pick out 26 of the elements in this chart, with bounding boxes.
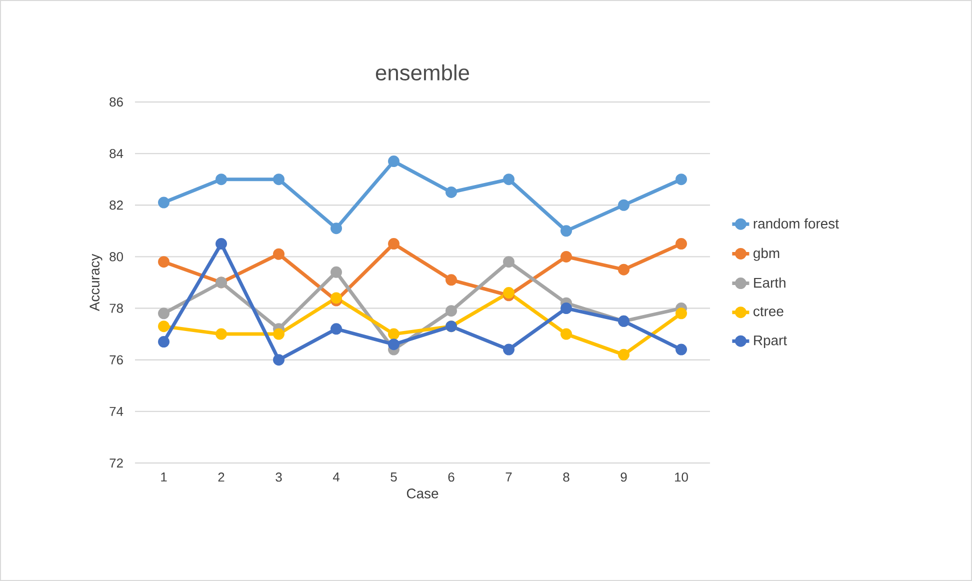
- x-tick-label: 4: [332, 472, 340, 482]
- legend-label: gbm: [754, 248, 780, 261]
- chart-title: ensemble: [376, 64, 470, 80]
- x-tick-label: 2: [218, 472, 224, 482]
- y-tick-label: 82: [110, 200, 123, 210]
- x-tick-label: 9: [620, 472, 627, 482]
- x-tick-label: 8: [563, 472, 570, 482]
- x-tick-label: 10: [675, 472, 688, 482]
- x-tick-label: 5: [390, 472, 397, 482]
- x-tick-label: 3: [276, 472, 282, 482]
- x-tick-label: 7: [506, 472, 512, 482]
- y-tick-label: 76: [110, 355, 123, 364]
- legend-label: Earth: [754, 277, 786, 288]
- y-tick-label: 80: [110, 252, 123, 262]
- y-tick-label: 74: [110, 406, 124, 416]
- y-tick-label: 78: [110, 304, 123, 313]
- x-axis-title: Case: [406, 488, 438, 498]
- y-tick-label: 72: [110, 458, 123, 468]
- y-tick-label: 84: [110, 148, 124, 158]
- x-tick-label: 6: [448, 472, 454, 482]
- legend-label: random forest: [754, 218, 839, 229]
- y-tick-label: 86: [110, 97, 123, 107]
- legend-label: ctree: [754, 307, 784, 316]
- y-axis-title: Accuracy: [90, 254, 102, 312]
- x-tick-label: 1: [161, 472, 167, 482]
- legend-label: Rpart: [754, 336, 787, 348]
